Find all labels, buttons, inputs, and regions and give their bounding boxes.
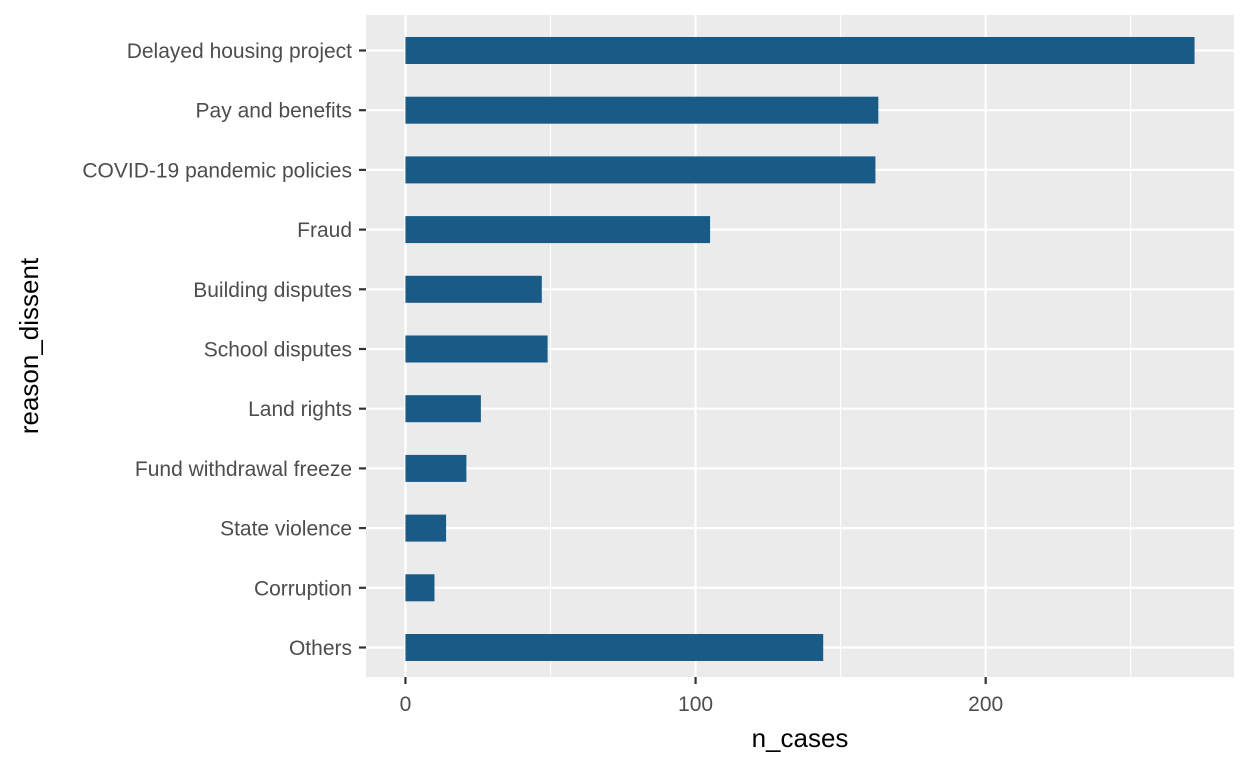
bar (405, 216, 711, 244)
y-tick-label: School disputes (204, 339, 352, 362)
y-tick-label: Fraud (297, 219, 352, 242)
y-tick-label: Land rights (248, 398, 352, 421)
bar (405, 514, 447, 542)
x-tick-label: 100 (678, 693, 713, 716)
x-axis-ticks: 0 100 200 (400, 677, 1003, 716)
y-tick-label: Corruption (254, 577, 352, 600)
bar (405, 275, 542, 303)
y-tick-label: COVID-19 pandemic policies (82, 159, 352, 182)
y-tick-label: State violence (220, 518, 352, 541)
bar (405, 156, 876, 184)
grid-minor (549, 15, 1132, 677)
y-tick-label: Pay and benefits (196, 100, 352, 123)
x-axis-title: n_cases (752, 723, 849, 753)
bar (405, 395, 481, 423)
x-tick-label: 0 (400, 693, 412, 716)
bar (405, 335, 548, 363)
x-tick-label: 200 (968, 693, 1003, 716)
y-tick-label: Delayed housing project (127, 40, 352, 63)
y-tick-label: Fund withdrawal freeze (135, 458, 352, 481)
bar (405, 634, 824, 661)
bars (405, 37, 1195, 661)
bar (405, 454, 467, 482)
bar (405, 37, 1195, 64)
bar (405, 96, 879, 124)
y-tick-label: Others (289, 637, 352, 660)
y-tick-label: Building disputes (193, 279, 352, 302)
y-axis-title: reason_dissent (14, 257, 44, 434)
y-axis-ticks: Delayed housing project Pay and benefits C… (82, 40, 366, 660)
bar (405, 574, 435, 602)
